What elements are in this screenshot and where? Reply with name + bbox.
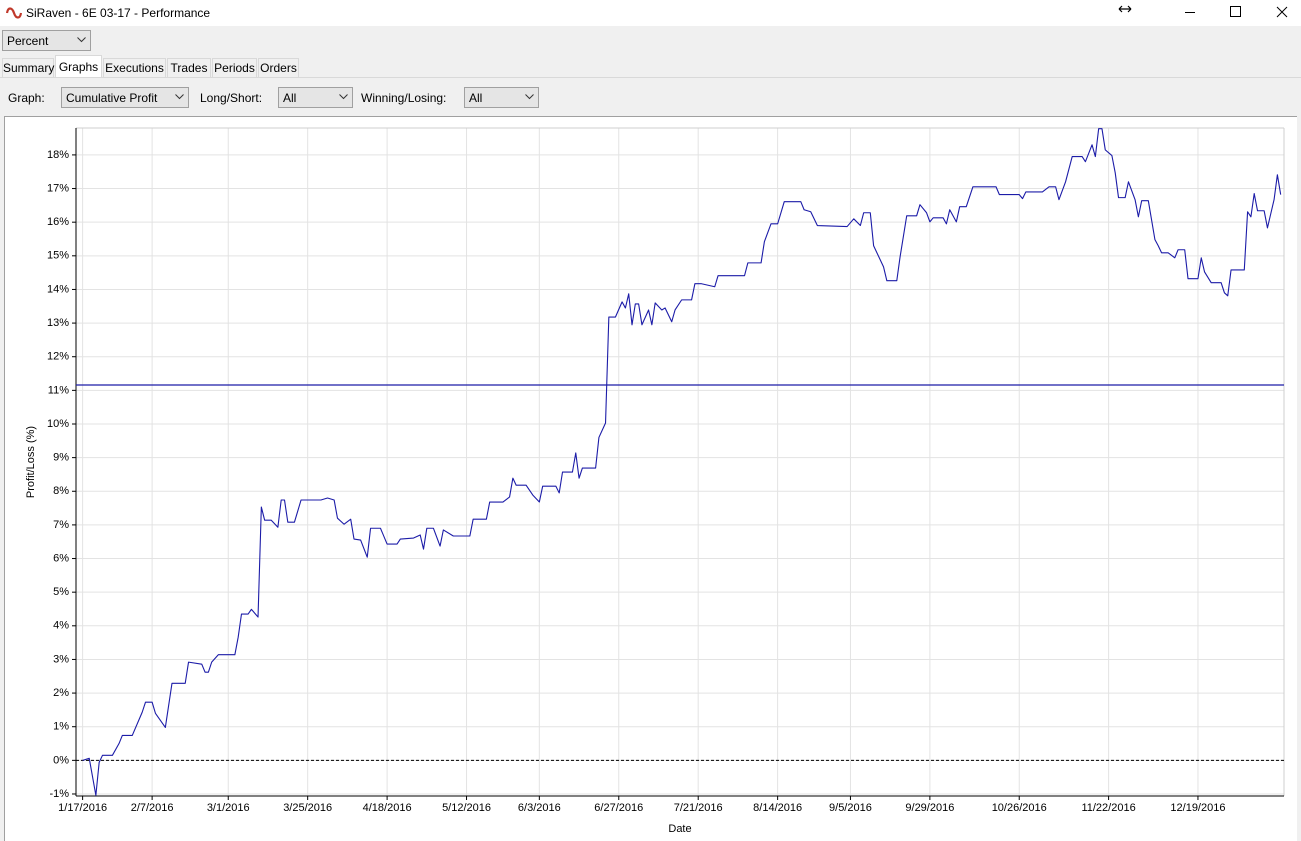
y-tick-label: 11% [48,384,69,396]
y-tick-label: 16% [47,216,69,228]
y-tick-label: 15% [47,250,69,262]
y-tick-label: 3% [53,653,69,665]
x-tick-label: 1/17/2016 [58,802,107,814]
dropdown-arrow [77,37,86,43]
y-tick-label: 1% [53,721,69,733]
x-tick-label: 11/22/2016 [1081,802,1135,814]
app-icon [6,7,22,19]
y-tick-label: 8% [53,485,69,497]
long-short-value: All [283,91,297,105]
y-tick-label: 4% [53,620,69,632]
tab[interactable]: Graphs [55,55,102,78]
y-tick-label: 12% [47,351,69,363]
y-tick-label: 14% [47,283,69,295]
data-line [82,128,1282,796]
x-tick-label: 6/27/2016 [594,802,643,814]
tab[interactable]: Trades [167,58,211,77]
maximize-button[interactable] [1230,6,1242,18]
x-tick-label: 3/25/2016 [283,802,332,814]
x-tick-label: 10/26/2016 [992,802,1047,814]
x-tick-label: 6/3/2016 [518,802,561,814]
graph-dropdown[interactable]: Cumulative Profit [61,87,189,108]
winning-losing-dropdown[interactable]: All [464,87,539,108]
winning-losing-label: Winning/Losing: [361,91,447,105]
resize-icon[interactable] [1117,4,1133,14]
view-mode-dropdown[interactable]: Percent [2,30,91,51]
close-button[interactable] [1276,6,1288,18]
graph-label: Graph: [8,91,45,105]
y-tick-label: 13% [47,317,69,329]
tab[interactable]: Orders [258,58,299,77]
x-tick-label: 9/29/2016 [905,802,954,814]
y-tick-label: -1% [49,788,69,800]
tab[interactable]: Periods [212,58,257,77]
dropdown-arrow [175,94,184,100]
tab[interactable]: Executions [103,58,166,77]
y-tick-label: 5% [53,586,69,598]
tab[interactable]: Summary [2,58,54,77]
y-tick-label: 2% [53,687,69,699]
x-tick-label: 7/21/2016 [674,802,723,814]
y-tick-label: 0% [53,754,69,766]
y-tick-label: 6% [53,552,69,564]
dropdown-arrow [525,94,534,100]
window-title: SiRaven - 6E 03-17 - Performance [26,6,211,20]
y-tick-label: 18% [47,149,69,161]
x-tick-label: 9/5/2016 [829,802,872,814]
minimize-button[interactable] [1184,6,1196,18]
y-axis-label: Profit/Loss (%) [25,426,37,498]
y-tick-label: 10% [47,418,69,430]
x-axis-label: Date [668,823,691,835]
y-tick-label: 9% [53,452,69,464]
y-tick-label: 17% [47,182,69,194]
x-tick-label: 4/18/2016 [363,802,412,814]
x-tick-label: 2/7/2016 [131,802,174,814]
x-tick-label: 8/14/2016 [753,802,802,814]
y-tick-label: 7% [53,519,69,531]
title-bar: SiRaven - 6E 03-17 - Performance [0,0,1301,26]
x-tick-label: 5/12/2016 [442,802,491,814]
chart: Date Profit/Loss (%) -1% 0% 1% 2% 3% 4% 5% 6% 7%… [25,127,1285,835]
x-tick-label: 12/19/2016 [1170,802,1225,814]
tab-divider [0,77,1301,78]
graph-value: Cumulative Profit [66,91,158,105]
long-short-label: Long/Short: [200,91,263,105]
long-short-dropdown[interactable]: All [278,87,353,108]
x-tick-label: 3/1/2016 [207,802,250,814]
winning-losing-value: All [469,91,483,105]
chart-panel [4,116,1297,841]
dropdown-arrow [339,94,348,100]
view-mode-value: Percent [7,34,49,48]
